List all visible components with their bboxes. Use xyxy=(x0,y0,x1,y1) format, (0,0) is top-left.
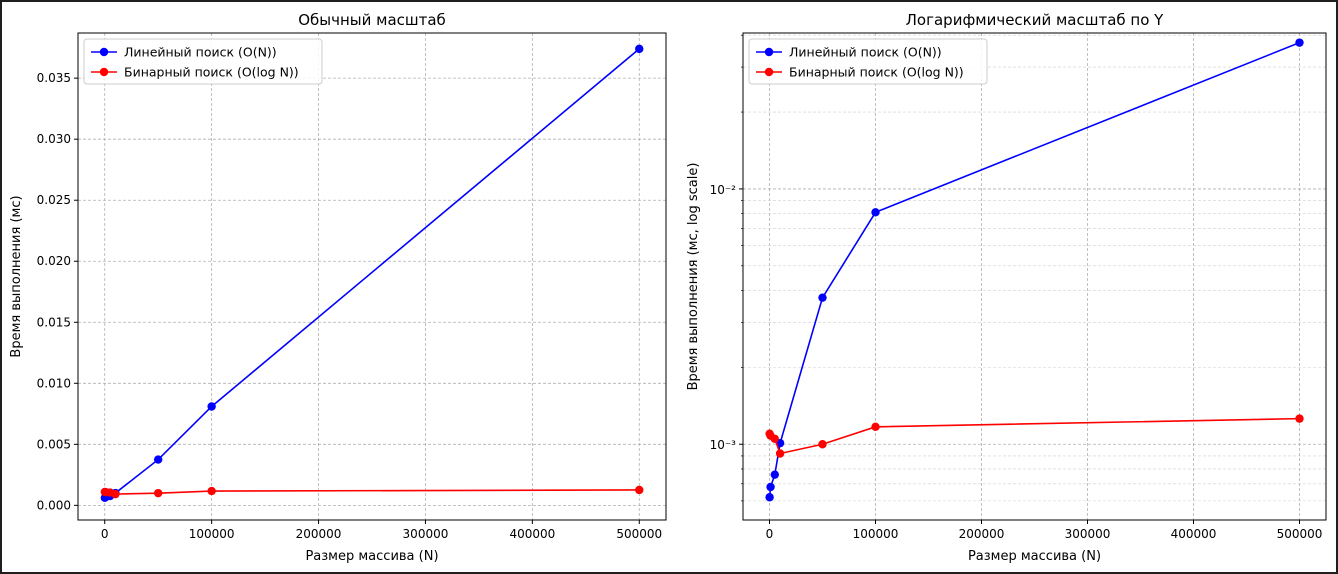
data-point xyxy=(818,293,827,302)
y-tick-label: 0.015 xyxy=(37,315,71,329)
legend-label: Линейный поиск (O(N)) xyxy=(789,45,942,60)
data-point xyxy=(871,422,880,432)
data-point xyxy=(153,455,163,464)
data-point xyxy=(1295,38,1304,47)
y-tick-label: 10⁻³ xyxy=(710,438,737,452)
legend-item: Бинарный поиск (O(log N)) xyxy=(756,65,964,80)
x-tick-label: 400000 xyxy=(1171,527,1217,541)
data-point xyxy=(871,208,880,217)
legend: Линейный поиск (O(N)) Бинарный поиск (O(l… xyxy=(83,38,323,85)
legend-marker xyxy=(99,67,109,77)
series-line xyxy=(104,489,640,495)
grid xyxy=(78,33,666,520)
legend-box xyxy=(748,38,988,85)
legend: Линейный поиск (O(N)) Бинарный поиск (O(l… xyxy=(748,38,988,85)
data-point xyxy=(635,485,644,495)
legend-label: Линейный поиск (O(N)) xyxy=(124,45,277,60)
data-point xyxy=(1295,414,1304,423)
x-tick-label: 0 xyxy=(766,527,774,541)
y-tick-label: 0.000 xyxy=(37,498,71,512)
y-tick-label: 10⁻² xyxy=(710,183,737,197)
y-tick-label: 0.030 xyxy=(37,132,71,146)
y-axis-label: Время выполнения (мс) xyxy=(9,195,24,357)
x-tick-label: 300000 xyxy=(1065,527,1111,541)
data-point xyxy=(111,489,120,499)
series-line xyxy=(768,417,1300,455)
series-line xyxy=(104,48,640,499)
chart-1: 0 100000 200000 300000 400000 500000 0.000 0.00… xyxy=(9,11,667,564)
x-axis-label: Размер массива (N) xyxy=(305,549,438,564)
series-2 xyxy=(100,485,644,499)
data-point xyxy=(635,44,644,54)
data-point xyxy=(775,449,785,458)
y-tick-label: 0.035 xyxy=(37,71,71,85)
x-tick-label: 100000 xyxy=(189,527,235,541)
data-point xyxy=(770,470,779,479)
x-tick-label: 400000 xyxy=(509,527,555,541)
x-axis-label: Размер массива (N) xyxy=(968,549,1101,564)
legend-item: Линейный поиск (O(N)) xyxy=(756,45,942,60)
series-line xyxy=(768,41,1300,498)
y-tick-label: 0.020 xyxy=(37,254,71,268)
x-tick-label: 0 xyxy=(101,527,109,541)
chart-title: Логарифмический масштаб по Y xyxy=(906,11,1165,29)
x-tick-label: 500000 xyxy=(1277,527,1323,541)
data-point xyxy=(207,402,216,411)
axes-frame xyxy=(77,32,667,521)
x-tick-label: 500000 xyxy=(616,527,662,541)
x-tick-label: 100000 xyxy=(853,527,899,541)
legend-marker xyxy=(99,47,109,57)
series-1 xyxy=(765,38,1304,502)
series-2 xyxy=(765,414,1304,458)
legend-box xyxy=(83,38,323,85)
y-tick-label: 0.010 xyxy=(37,376,71,390)
legend-item: Бинарный поиск (O(log N)) xyxy=(91,65,299,80)
chart-title: Обычный масштаб xyxy=(298,11,446,29)
y-tick-label: 0.025 xyxy=(37,193,71,207)
legend-label: Бинарный поиск (O(log N)) xyxy=(124,65,299,80)
data-point xyxy=(765,493,774,502)
data-point xyxy=(770,434,779,444)
series-1 xyxy=(100,44,644,502)
axes-frame xyxy=(742,32,1327,521)
grid xyxy=(743,33,1326,520)
chart-2: 0 100000 200000 300000 400000 500000 10⁻³ 10⁻² Л… xyxy=(686,11,1327,564)
y-axis-label: Время выполнения (мс, log scale) xyxy=(686,163,701,391)
legend-label: Бинарный поиск (O(log N)) xyxy=(789,65,964,80)
data-point xyxy=(818,440,827,449)
legend-marker xyxy=(764,47,774,57)
y-tick-label: 0.005 xyxy=(37,437,71,451)
x-tick-label: 300000 xyxy=(403,527,449,541)
data-point xyxy=(207,486,216,496)
data-point xyxy=(766,482,775,492)
legend-item: Линейный поиск (O(N)) xyxy=(91,45,277,60)
data-point xyxy=(153,488,163,498)
x-tick-label: 200000 xyxy=(959,527,1005,541)
x-tick-label: 200000 xyxy=(296,527,342,541)
legend-marker xyxy=(764,67,774,77)
